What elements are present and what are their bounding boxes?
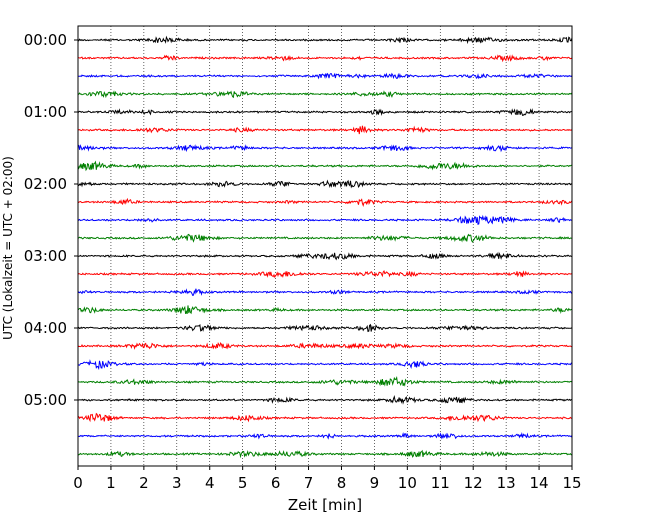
trace-0215 — [77, 197, 573, 207]
trace-0100 — [77, 108, 573, 116]
x-tick-label-7: 7 — [304, 474, 314, 492]
trace-0345 — [77, 305, 573, 315]
grid-lines — [110, 26, 540, 466]
x-tick-label-2: 2 — [139, 474, 149, 492]
x-tick-label-13: 13 — [497, 474, 516, 492]
y-tick-label-0100: 01:00 — [24, 103, 67, 121]
trace-0130 — [77, 144, 573, 153]
trace-0415 — [77, 342, 573, 350]
y-tick-label-0000: 00:00 — [24, 31, 67, 49]
trace-0315 — [77, 270, 573, 279]
y-tick-label-0500: 05:00 — [24, 391, 67, 409]
trace-group — [77, 35, 573, 459]
x-tick-label-1: 1 — [106, 474, 116, 492]
x-tick-label-10: 10 — [398, 474, 417, 492]
x-tick-label-0: 0 — [73, 474, 83, 492]
trace-0200 — [77, 179, 573, 189]
x-tick-label-4: 4 — [205, 474, 215, 492]
x-tick-label-11: 11 — [431, 474, 450, 492]
plot-frame — [77, 25, 573, 467]
trace-0030 — [77, 72, 573, 80]
trace-0000 — [77, 35, 573, 45]
x-axis-label: Zeit [min] — [288, 496, 362, 514]
trace-0245 — [77, 233, 573, 243]
trace-0300 — [78, 251, 573, 261]
y-axis-ticks: 00:00 01:00 02:00 03:00 04:00 05:00 — [24, 31, 78, 409]
trace-0015 — [77, 54, 573, 63]
trace-0045 — [77, 90, 573, 99]
x-tick-label-5: 5 — [238, 474, 248, 492]
trace-0515 — [77, 412, 573, 423]
trace-0115 — [77, 125, 573, 135]
trace-0400 — [77, 323, 573, 333]
trace-0145 — [77, 160, 573, 172]
trace-0530 — [77, 431, 573, 440]
trace-0330 — [77, 288, 573, 296]
x-tick-label-9: 9 — [370, 474, 380, 492]
trace-0230 — [77, 214, 573, 225]
x-axis-ticks: 0 1 2 3 4 5 6 7 8 9 10 11 12 13 14 15 — [73, 466, 582, 492]
x-tick-label-6: 6 — [271, 474, 281, 492]
y-tick-label-0200: 02:00 — [24, 175, 67, 193]
x-tick-label-3: 3 — [172, 474, 182, 492]
x-tick-label-15: 15 — [562, 474, 581, 492]
trace-0445 — [77, 376, 573, 387]
x-tick-label-8: 8 — [337, 474, 347, 492]
y-tick-label-0300: 03:00 — [24, 247, 67, 265]
trace-0430 — [77, 359, 573, 371]
trace-0500 — [77, 395, 573, 405]
x-tick-label-12: 12 — [464, 474, 483, 492]
x-tick-label-14: 14 — [530, 474, 549, 492]
trace-0545 — [77, 449, 573, 459]
y-axis-label: UTC (Lokalzeit = UTC + 02:00) — [1, 156, 15, 340]
y-tick-label-0400: 04:00 — [24, 319, 67, 337]
